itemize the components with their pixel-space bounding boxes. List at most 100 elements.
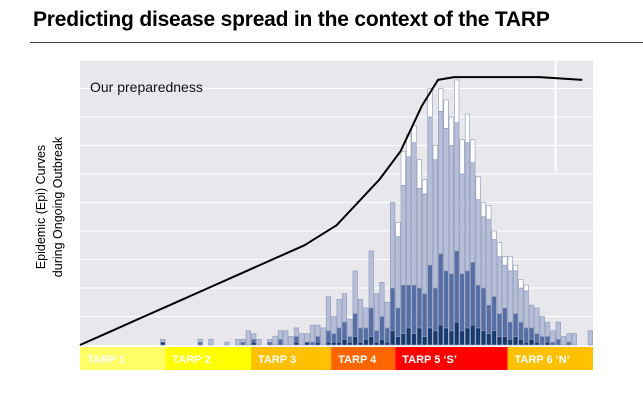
bar-segment bbox=[411, 125, 417, 143]
tarp-phase-1 bbox=[80, 347, 166, 370]
bar-segment bbox=[374, 341, 380, 346]
y-axis-label: Epidemic (Epi) Curves during Ongoing Out… bbox=[10, 62, 80, 352]
bar-segment bbox=[379, 281, 385, 317]
bar-segment bbox=[507, 338, 513, 346]
bar-segment bbox=[363, 338, 369, 346]
bar-segment bbox=[507, 256, 513, 272]
bar-segment bbox=[502, 336, 508, 346]
bar-segment bbox=[224, 341, 230, 346]
grid-lines bbox=[80, 59, 593, 317]
bar-segment bbox=[390, 287, 396, 332]
bar-segment bbox=[293, 341, 299, 346]
bar-segment bbox=[309, 341, 316, 346]
bar-segment bbox=[475, 284, 481, 329]
bar-segment bbox=[240, 338, 246, 343]
bar-segment bbox=[277, 338, 283, 346]
bar-segment bbox=[416, 287, 422, 329]
bar-segment bbox=[384, 341, 390, 346]
bar-segment bbox=[357, 299, 364, 329]
bar-segment bbox=[363, 307, 369, 329]
bar-segment bbox=[512, 264, 519, 272]
bar-segment bbox=[267, 338, 273, 343]
bar-segment bbox=[539, 336, 545, 346]
bar-segment bbox=[374, 293, 380, 332]
bar-segment bbox=[411, 142, 417, 286]
bar-segment bbox=[571, 333, 577, 346]
bar-segment bbox=[390, 330, 396, 346]
bar-segment bbox=[555, 321, 561, 340]
bar-segment bbox=[534, 307, 540, 334]
bar-segment bbox=[438, 88, 444, 112]
bar-segment bbox=[304, 341, 310, 346]
y-axis-label-line-2: during Ongoing Outbreak bbox=[51, 136, 65, 277]
bar-segment bbox=[352, 313, 358, 337]
bar-segment bbox=[427, 264, 433, 329]
bar-segment bbox=[406, 156, 412, 286]
bar-segment bbox=[528, 304, 535, 329]
bar-segment bbox=[395, 222, 401, 237]
bar-segment bbox=[566, 333, 572, 343]
bar-segment bbox=[422, 336, 428, 346]
bar-segment bbox=[427, 327, 433, 346]
bar-segment bbox=[454, 122, 460, 252]
bar-segment bbox=[374, 330, 380, 343]
bar-segment bbox=[545, 341, 551, 346]
bar-segment bbox=[299, 333, 305, 346]
bar-segment bbox=[400, 185, 406, 286]
bar-segment bbox=[160, 338, 166, 343]
tarp-phase-label: TARP 2 bbox=[173, 354, 211, 366]
bar-segment bbox=[502, 307, 508, 337]
bar-segment bbox=[561, 336, 567, 346]
bar-segment bbox=[315, 341, 321, 346]
bar-segment bbox=[470, 262, 476, 326]
bar-segment bbox=[395, 307, 401, 337]
bar-segment bbox=[325, 341, 332, 346]
bar-segment bbox=[288, 336, 294, 346]
tarp-phase-band: TARP 1 TARP 2 TARP 3 TARP 4 TARP 5 ‘S’ TARP 6… bbox=[80, 347, 593, 370]
bar-segment bbox=[411, 284, 417, 334]
bar-segment bbox=[464, 327, 470, 346]
bar-segment bbox=[454, 321, 460, 346]
bar-segment bbox=[523, 284, 529, 292]
bar-segment bbox=[320, 327, 326, 346]
bar-segment bbox=[347, 319, 353, 337]
bar-segment bbox=[197, 341, 203, 346]
bar-segment bbox=[443, 99, 449, 129]
bar-segment bbox=[432, 330, 438, 346]
y-axis-label-line-1: Epidemic (Epi) Curves bbox=[34, 145, 48, 269]
bar-segment bbox=[534, 341, 540, 346]
bar-segment bbox=[422, 293, 428, 337]
bar-segment bbox=[518, 338, 524, 346]
bar-segment bbox=[293, 336, 299, 343]
bar-segment bbox=[400, 333, 406, 346]
bar-segment bbox=[357, 327, 364, 343]
bar-segment bbox=[550, 341, 556, 346]
bar-segment bbox=[475, 199, 481, 286]
bar-segment bbox=[331, 316, 337, 334]
bar-segment bbox=[395, 336, 401, 346]
bar-segment bbox=[267, 341, 273, 346]
bar-segment bbox=[422, 193, 428, 294]
bar-segment bbox=[480, 330, 487, 346]
slide-title: Predicting disease spread in the context… bbox=[33, 8, 550, 31]
bar-segment bbox=[395, 236, 401, 309]
bar-segment bbox=[587, 330, 593, 346]
bar-segment bbox=[523, 341, 529, 346]
bar-segment bbox=[384, 301, 390, 329]
bar-segment bbox=[566, 341, 572, 346]
bar-segment bbox=[464, 270, 470, 329]
bar-segment bbox=[416, 327, 422, 346]
bar-segment bbox=[406, 284, 412, 329]
bar-segment bbox=[545, 321, 551, 337]
bar-segment bbox=[251, 341, 257, 346]
bar-segment bbox=[427, 88, 433, 118]
bar-segment bbox=[448, 145, 454, 275]
bar-segment bbox=[512, 336, 519, 346]
bar-segment bbox=[422, 179, 428, 195]
bar-segment bbox=[528, 327, 535, 340]
preparedness-curve bbox=[79, 76, 583, 346]
bar-segment bbox=[486, 205, 492, 220]
tarp-phase-label: TARP 3 bbox=[258, 354, 296, 366]
bar-segment bbox=[432, 159, 438, 289]
bar-segment bbox=[480, 216, 487, 289]
